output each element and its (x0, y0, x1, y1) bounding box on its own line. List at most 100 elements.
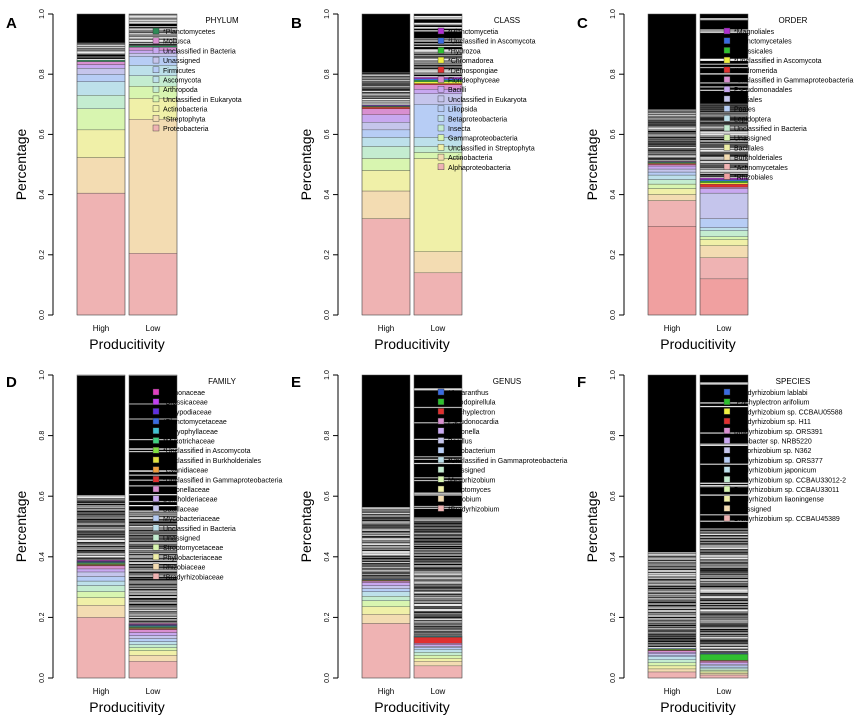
bar-stripe-minor-taxon (77, 551, 125, 553)
legend-title: CLASS (494, 16, 520, 25)
legend-label: *Annonaceae (163, 390, 205, 397)
bar-stripe-minor-taxon (700, 604, 748, 606)
bar-segment (413, 649, 463, 653)
legend-label: *Brassicaceae (163, 400, 208, 407)
bar-stripe-minor-taxon (648, 122, 696, 125)
bar-stripe-minor-taxon (362, 577, 410, 580)
bar-segment (76, 95, 126, 109)
bar-stripe-minor-taxon (77, 532, 125, 535)
legend-label: *Polypodiaceae (163, 409, 212, 416)
legend-swatch (152, 124, 160, 132)
legend-swatch (152, 456, 160, 464)
bar-stripe-minor-taxon (414, 462, 462, 465)
y-tick-label: 0.4 (39, 552, 46, 562)
bar-stripe-minor-taxon (129, 620, 177, 622)
bar-stripe-minor-taxon (700, 530, 748, 533)
legend-label: Pseudomonadales (734, 87, 792, 94)
bar-segment (413, 661, 463, 667)
bar-stripe-minor-taxon (129, 598, 177, 600)
bar-stripe-minor-taxon (700, 605, 748, 609)
bar-stripe-minor-taxon (77, 510, 125, 512)
bar-stripe-minor-taxon (648, 646, 696, 649)
bar-segment (647, 200, 697, 227)
bar-stripe-minor-taxon (700, 543, 748, 546)
legend-label: *Amaranthus (448, 390, 489, 397)
x-axis-label: Producitivity (374, 336, 449, 352)
bar-stripe-minor-taxon (648, 621, 696, 624)
y-tick-label: 1.0 (324, 9, 331, 19)
legend-label: *Unclassified in Gammaproteobacteria (448, 458, 568, 465)
panel-letter: E (291, 374, 301, 391)
panel-letter: C (577, 15, 588, 32)
bar-stripe-minor-taxon (648, 607, 696, 609)
legend-swatch (723, 398, 731, 405)
bar-stripe-minor-taxon (362, 82, 410, 84)
bar-outline (76, 13, 126, 316)
bar-stripe-minor-taxon (414, 530, 462, 532)
bar-stripe-minor-taxon (129, 585, 177, 587)
bar-segment (699, 188, 749, 194)
legend-swatch (437, 485, 445, 493)
bar-stripe-minor-taxon (77, 516, 125, 519)
bar-stripe-minor-taxon (362, 514, 410, 518)
bar-segment (361, 104, 411, 106)
bar-stripe-minor-taxon (700, 598, 748, 600)
y-tick-label: 0.0 (324, 310, 331, 320)
bar-stripe-minor-taxon (362, 72, 410, 74)
bar-segment-other-taxa (648, 375, 696, 649)
legend-swatch (152, 398, 160, 405)
legend-swatch (152, 47, 160, 54)
legend-swatch (437, 56, 445, 64)
legend-swatch (152, 495, 160, 502)
legend-label: Actinobacteria (163, 107, 207, 114)
y-tick-label: 1.0 (39, 370, 46, 380)
bar-stripe-minor-taxon (414, 611, 462, 613)
bar-stripe-minor-taxon (77, 511, 125, 515)
bar-stripe-minor-taxon (648, 556, 696, 558)
legend-label: Bartonella (448, 429, 480, 436)
bar-stripe-minor-taxon (648, 607, 696, 608)
bar-stripe-minor-taxon (77, 56, 125, 59)
bar-segment (128, 647, 178, 651)
bar-stripe-minor-taxon (648, 599, 696, 603)
bar-segment (699, 236, 749, 240)
bar-stripe-minor-taxon (700, 545, 748, 547)
bar-stripe-minor-taxon (129, 582, 177, 584)
bar-stripe-minor-taxon (77, 526, 125, 529)
bar-stripe-minor-taxon (700, 649, 748, 650)
legend-label: *Unclassified in Gammaproteobacteria (163, 477, 283, 484)
bar-segment (76, 576, 126, 582)
bar-stripe-minor-taxon (648, 580, 696, 583)
legend-swatch (723, 417, 731, 425)
bar-stripe-minor-taxon (700, 639, 748, 641)
y-tick-label: 0.2 (39, 250, 46, 260)
bar-stripe-minor-taxon (700, 484, 748, 487)
bar-segment (76, 605, 126, 618)
bar-segment (128, 650, 178, 656)
y-tick-label: 0.6 (610, 129, 617, 139)
bar-stripe-minor-taxon (77, 503, 125, 505)
legend-swatch (723, 485, 731, 493)
legend-label: Burkholderiales (734, 155, 783, 162)
bar-segment (76, 585, 126, 592)
bar-segment (361, 585, 411, 589)
bar-stripe-minor-taxon (414, 623, 462, 625)
y-tick-label: 1.0 (610, 370, 617, 380)
bar-stripe-minor-taxon (77, 528, 125, 531)
bar-stripe-minor-taxon (414, 603, 462, 606)
bar-stripe-minor-taxon (414, 600, 462, 604)
bar-stripe-minor-taxon (700, 578, 748, 582)
legend-swatch (152, 56, 160, 64)
bar-segment (76, 81, 126, 96)
bar-stripe-minor-taxon (648, 595, 696, 597)
legend-label: Unassigned (734, 506, 771, 513)
legend-label: Actinobacteria (448, 155, 492, 162)
legend-label: Mycobacteriaceae (163, 516, 220, 523)
legend-label: Bradyrhizobium japonicum (734, 468, 817, 475)
legend-label: *Rhodopirellula (448, 400, 496, 407)
bar-stripe-minor-taxon (129, 596, 177, 598)
y-tick-label: 0.2 (324, 250, 331, 260)
bar-stripe-minor-taxon (414, 527, 462, 530)
bar-stripe-minor-taxon (414, 532, 462, 535)
bar-segment (76, 568, 126, 573)
